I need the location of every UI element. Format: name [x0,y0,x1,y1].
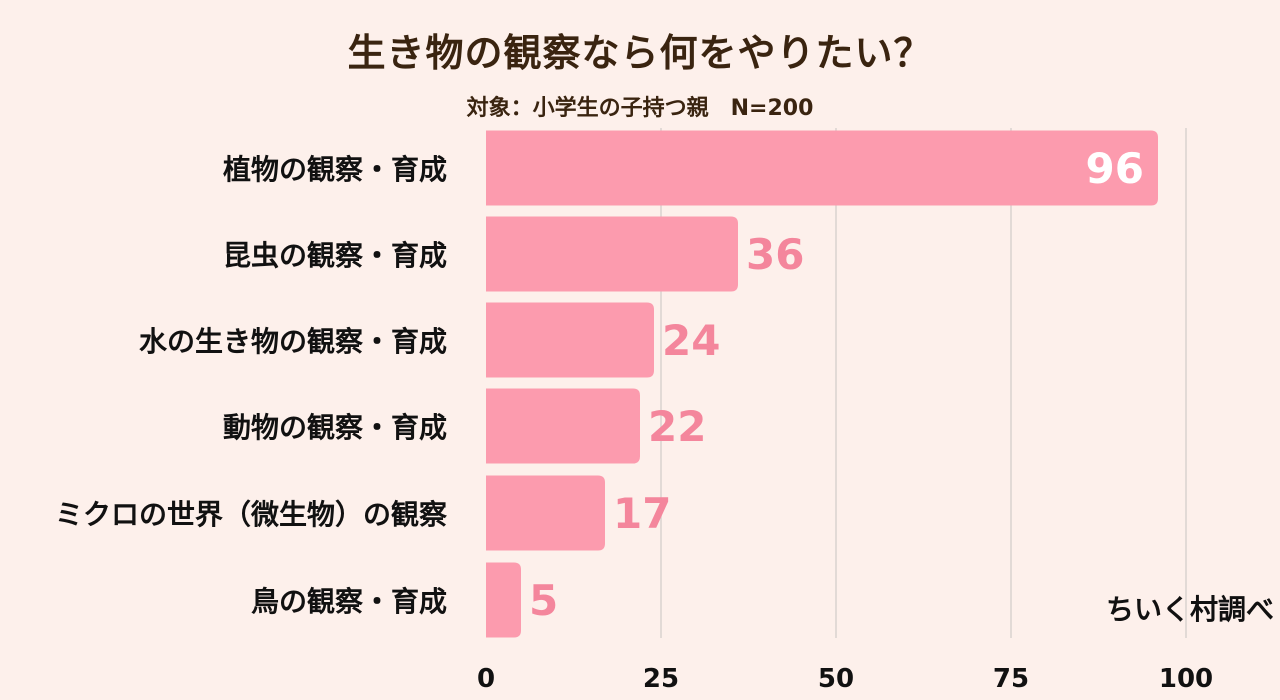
category-label: 動物の観察・育成 [223,411,447,444]
value-label: 5 [529,576,558,625]
value-label: 22 [648,402,706,451]
x-tick-label: 50 [818,664,854,694]
bar [486,302,654,378]
x-tick-label: 100 [1159,664,1213,694]
source-label: ちいく村調べ [1105,593,1274,626]
value-label: 96 [1086,144,1144,193]
value-label: 24 [662,316,720,365]
x-tick-label: 25 [643,664,679,694]
value-label: 36 [746,230,804,279]
x-tick-label: 75 [993,664,1029,694]
category-label: 水の生き物の観察・育成 [139,325,447,358]
chart-title: 生き物の観察なら何をやりたい？ [347,31,933,75]
bar [486,388,640,464]
bar [486,475,605,551]
x-tick-label: 0 [477,664,495,694]
bar [486,130,1158,206]
bar [486,562,521,638]
category-label: 植物の観察・育成 [223,153,447,186]
category-label: 鳥の観察・育成 [251,585,447,618]
bar [486,216,738,292]
value-label: 17 [613,489,671,538]
category-label: ミクロの世界（微生物）の観察 [55,498,448,531]
category-label: 昆虫の観察・育成 [223,239,447,272]
chart-subtitle: 対象：小学生の子持つ親 N=200 [466,96,814,121]
